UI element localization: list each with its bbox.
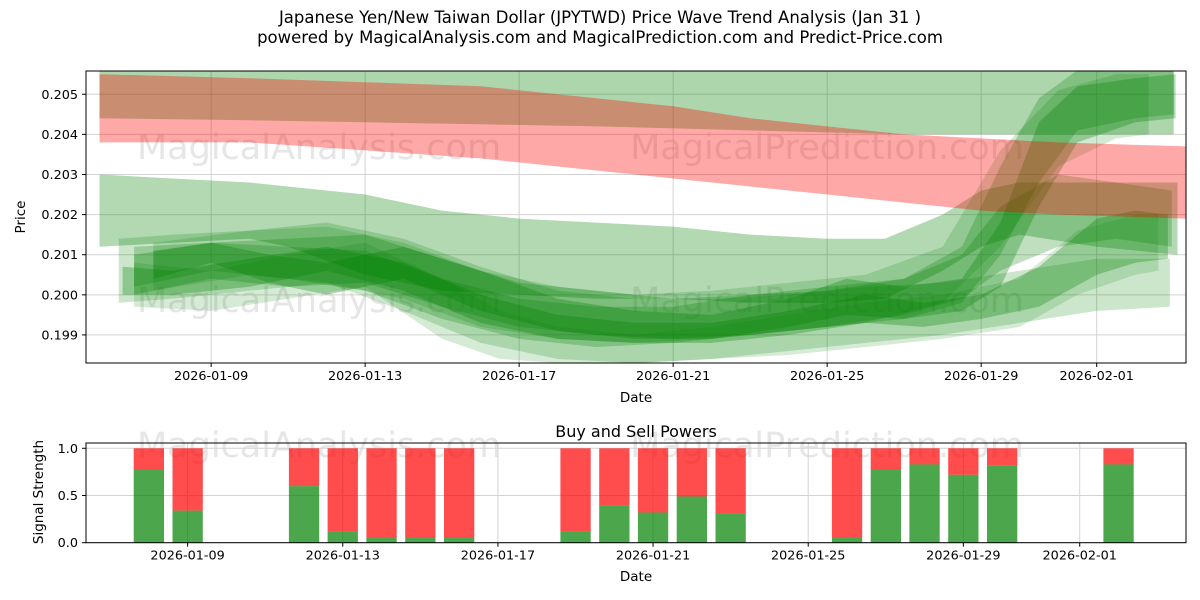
buy-bar-segment [831,538,863,543]
x-tick-label: 2026-01-17 [461,548,535,563]
bottom-date-axis-label: Date [619,569,653,585]
price-band-red-forecast-band [99,74,1186,219]
buy-bar-segment [909,464,940,543]
sell-bar-segment [870,448,901,470]
price-chart: 2026-01-09 2026-01-13 2026-01-17 2026-01-21… [41,70,1187,384]
sell-bar-segment [327,448,358,532]
y-tick-label: 0.204 [41,128,78,143]
figure-title-line1: Japanese Yen/New Taiwan Dollar (JPYTWD) … [278,8,922,27]
buy-bar-segment [288,486,320,543]
sell-bar-segment [444,448,475,537]
price-band-wave-1 [118,222,1170,363]
buy-bar-segment [637,512,669,543]
y-tick-label: 0.205 [41,88,78,103]
price-bands [99,71,1186,363]
buy-bar-segment [444,537,475,543]
figure-title-line2: powered by MagicalAnalysis.com and Magic… [257,27,943,47]
signal-chart: 2026-01-09 2026-01-13 2026-01-17 2026-01-21… [58,442,1187,563]
buy-bar-segment [987,465,1018,543]
price-band-wave-6 [134,214,1159,363]
buy-bar-segment [870,470,901,543]
sell-bar-segment [715,448,746,514]
gridlines [86,443,1186,544]
sell-bar-segment [405,448,436,537]
y-tick-label: 0.5 [58,489,78,504]
buy-bar-segment [560,531,591,543]
x-tick-label: 2026-01-21 [616,548,690,563]
x-tick-label: 2026-01-29 [926,548,1000,563]
x-tick-label: 2026-01-09 [150,548,224,563]
sell-bar-segment [172,448,203,511]
sell-bar-segment [599,448,630,506]
price-band-wave-4 [153,74,1176,339]
buy-bar-segment [366,537,397,543]
sell-bar-segment [133,448,164,470]
y-tick-label: 0.202 [41,208,78,223]
buy-bar-segment [1103,464,1134,543]
price-band-wave-5 [122,210,1168,343]
y-tick-label: 0.199 [41,328,78,343]
buy-bar-segment [405,537,436,543]
y-tick-label: 0.200 [41,288,78,303]
sell-bar-segment [366,448,397,537]
x-tick-label: 2026-01-13 [306,548,380,563]
signal-axis-label: Signal Strength [31,439,47,545]
buy-bar-segment [172,510,203,543]
sell-bar-segment [560,448,591,532]
sell-bar-segment [987,448,1018,466]
top-date-axis-label: Date [619,390,653,406]
price-band-mid-support-green [99,174,1178,303]
buy-bar-segment [676,496,707,543]
x-tick-label: 2026-01-09 [174,369,248,384]
sell-bar-segment [831,448,863,538]
price-band-wave-2 [134,71,1174,339]
buy-bar-segment [948,474,979,543]
x-tick-label: 2026-02-01 [1043,548,1117,563]
sell-bar-segment [909,448,940,465]
gridlines [86,71,1186,363]
x-tick-label: 2026-01-21 [636,369,710,384]
figure-title: Japanese Yen/New Taiwan Dollar (JPYTWD) … [0,8,1200,47]
sell-bar-segment [676,448,707,497]
y-tick-label: 0.0 [58,536,78,551]
sell-bar-segment [1103,448,1134,465]
plot-border [85,442,1187,544]
x-tick-label: 2026-02-01 [1059,369,1133,384]
price-band-wave-3 [134,174,1172,347]
x-tick-label: 2026-01-25 [771,548,845,563]
buy-bar-segment [327,531,358,543]
price-band-upper-resistance-green [99,71,1174,135]
buy-bar-segment [599,505,630,543]
price-band-wave-7 [153,74,1149,343]
x-tick-label: 2026-01-29 [944,369,1018,384]
sell-bar-segment [288,448,320,487]
buy-bar-segment [133,470,164,543]
x-tick-label: 2026-01-13 [328,369,402,384]
bottom-chart-title: Buy and Sell Powers [555,422,717,441]
sell-bar-segment [637,448,669,513]
price-axis-label: Price [13,200,29,234]
plot-border [85,70,1187,364]
signal-bars [133,448,1134,543]
y-tick-label: 0.201 [41,248,78,263]
buy-bar-segment [715,513,746,543]
sell-bar-segment [948,448,979,475]
y-tick-label: 1.0 [58,442,78,457]
x-tick-label: 2026-01-25 [790,369,864,384]
y-tick-label: 0.203 [41,168,78,183]
x-tick-label: 2026-01-17 [482,369,556,384]
